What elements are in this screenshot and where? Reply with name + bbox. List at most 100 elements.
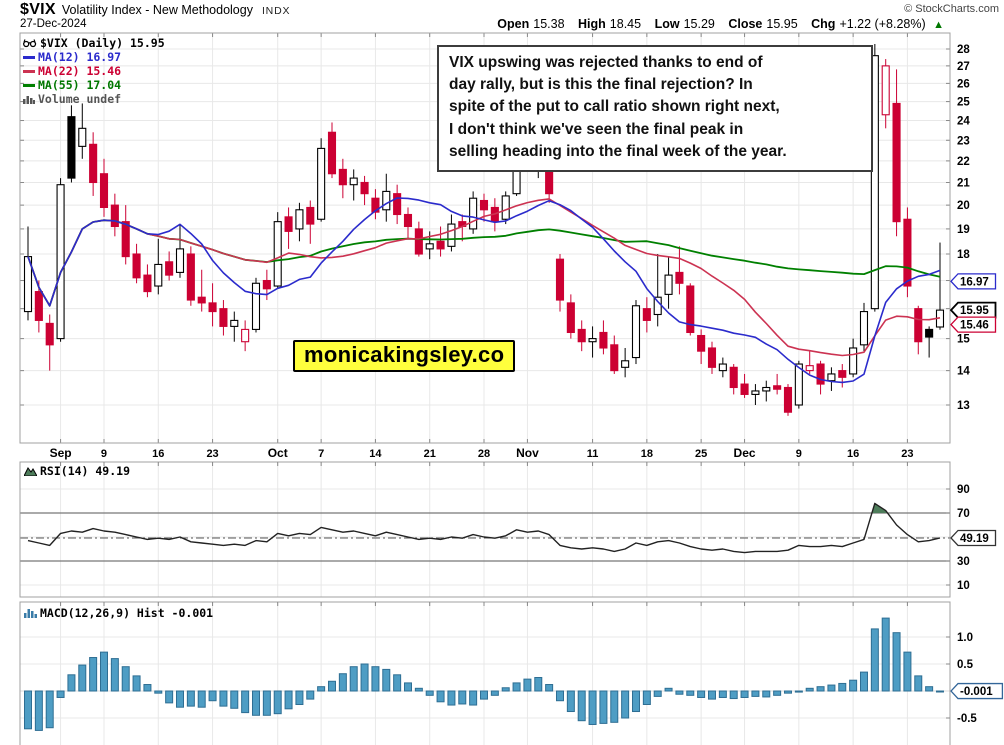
macd-bar bbox=[816, 686, 825, 692]
candle bbox=[360, 175, 369, 206]
svg-text:21: 21 bbox=[424, 448, 436, 460]
svg-text:14: 14 bbox=[369, 448, 382, 460]
macd-bar bbox=[545, 684, 554, 692]
candle bbox=[816, 360, 825, 395]
svg-text:Oct: Oct bbox=[268, 446, 288, 460]
macd-bar bbox=[783, 690, 792, 694]
price-axis-labels: 28 27 26 25 24 23 22 21 20 19 18 15 14 13 bbox=[957, 44, 970, 412]
svg-text:14: 14 bbox=[957, 366, 970, 378]
svg-text:49.19: 49.19 bbox=[960, 533, 989, 545]
x-axis-labels: Sep 9 16 23 Oct 7 14 21 28 Nov 11 18 25 Dec 9 16 23 bbox=[50, 446, 914, 460]
macd-panel: 1.0 0.5 -0.5 bbox=[19, 601, 977, 745]
candle bbox=[925, 326, 934, 358]
svg-text:10: 10 bbox=[957, 580, 970, 592]
candle bbox=[621, 347, 630, 378]
legend-ma22-row: MA(22) 15.46 bbox=[23, 64, 165, 78]
macd-bar bbox=[34, 690, 43, 731]
ohlc-strip: Open 15.38 High 18.45 Low 15.29 Close 15.95 … bbox=[497, 17, 944, 31]
svg-text:25: 25 bbox=[957, 97, 970, 109]
svg-text:19: 19 bbox=[957, 224, 970, 236]
candle bbox=[903, 207, 912, 298]
macd-bar bbox=[534, 677, 543, 692]
candle bbox=[555, 254, 565, 312]
macd-bar bbox=[903, 651, 912, 692]
svg-text:90: 90 bbox=[957, 484, 970, 496]
chg-label: Chg bbox=[811, 17, 836, 31]
svg-text:18: 18 bbox=[957, 249, 970, 261]
candle bbox=[110, 193, 119, 237]
ma12-line bbox=[27, 197, 941, 384]
candle bbox=[208, 283, 217, 327]
symbol-label: $VIX bbox=[20, 1, 56, 18]
candle bbox=[751, 384, 760, 406]
rsi-area-icon bbox=[23, 465, 38, 479]
candle bbox=[251, 277, 261, 333]
svg-text:70: 70 bbox=[957, 508, 970, 520]
copyright-label: © StockCharts.com bbox=[904, 3, 999, 15]
svg-text:16: 16 bbox=[152, 448, 164, 460]
macd-bar bbox=[794, 690, 803, 693]
candle bbox=[729, 364, 738, 395]
candle bbox=[67, 105, 76, 183]
svg-text:Nov: Nov bbox=[516, 446, 539, 460]
macd-bar bbox=[208, 690, 217, 702]
svg-text:11: 11 bbox=[587, 448, 599, 460]
candle bbox=[870, 44, 879, 312]
macd-bar bbox=[317, 686, 326, 692]
candle bbox=[349, 169, 358, 201]
macd-bar bbox=[273, 690, 282, 715]
svg-text:1.0: 1.0 bbox=[957, 632, 973, 644]
ma22-line bbox=[27, 198, 941, 357]
candle bbox=[121, 205, 130, 265]
candle bbox=[642, 297, 651, 333]
macd-bar bbox=[925, 686, 934, 692]
macd-bar bbox=[447, 690, 456, 706]
macd-bar bbox=[382, 668, 391, 692]
candle bbox=[599, 320, 608, 355]
macd-bar bbox=[762, 690, 771, 698]
macd-bar bbox=[132, 675, 141, 692]
candle bbox=[403, 207, 413, 239]
svg-text:25: 25 bbox=[695, 448, 707, 460]
macd-bar bbox=[849, 679, 858, 692]
macd-bar bbox=[284, 690, 293, 710]
close-value: 15.95 bbox=[766, 17, 798, 31]
macd-bar bbox=[241, 690, 250, 714]
candle bbox=[132, 243, 141, 284]
candle bbox=[664, 256, 673, 309]
macd-bar bbox=[914, 675, 923, 692]
macd-bar bbox=[935, 690, 944, 693]
open-value: 15.38 bbox=[533, 17, 565, 31]
price-callout-16.97: 16.97 bbox=[950, 273, 997, 290]
macd-bar bbox=[121, 666, 130, 692]
macd-bar bbox=[414, 687, 423, 692]
candle bbox=[577, 320, 586, 352]
price-callout-49.19: 49.19 bbox=[950, 529, 997, 547]
macd-bar bbox=[56, 690, 65, 698]
candle bbox=[838, 364, 847, 388]
svg-text:27: 27 bbox=[957, 61, 970, 73]
macd-bar bbox=[230, 690, 239, 709]
legend-ma12-label: MA(12) 16.97 bbox=[38, 50, 122, 64]
candle bbox=[631, 300, 641, 365]
macd-bar bbox=[99, 651, 108, 692]
macd-bar bbox=[349, 666, 358, 692]
svg-text:15.95: 15.95 bbox=[960, 305, 989, 317]
candle bbox=[762, 380, 771, 402]
candle bbox=[436, 226, 445, 257]
main-panel-border bbox=[19, 32, 951, 444]
macd-bar bbox=[219, 690, 228, 707]
candle bbox=[881, 59, 890, 129]
legend-ma55-row: MA(55) 17.04 bbox=[23, 78, 165, 92]
rsi-panel: 90 70 30 10 bbox=[19, 461, 970, 598]
ma22-line-icon bbox=[23, 70, 35, 73]
svg-text:16: 16 bbox=[847, 448, 859, 460]
macd-bar bbox=[881, 617, 890, 692]
candle bbox=[382, 173, 391, 222]
header: $VIX Volatility Index - New Methodology IN… bbox=[20, 1, 290, 19]
macd-bar bbox=[154, 690, 163, 694]
volume-bars-icon bbox=[23, 93, 35, 107]
svg-text:22: 22 bbox=[957, 156, 970, 168]
candle bbox=[45, 314, 54, 371]
